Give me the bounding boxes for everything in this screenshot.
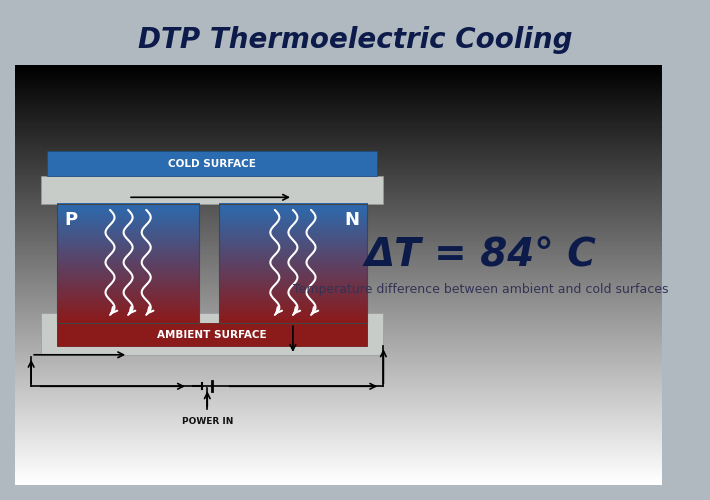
Text: POWER IN: POWER IN bbox=[182, 416, 233, 426]
Text: Temperature difference between ambient and cold surfaces: Temperature difference between ambient a… bbox=[293, 283, 668, 296]
Text: N: N bbox=[344, 211, 359, 229]
Text: COLD SURFACE: COLD SURFACE bbox=[168, 158, 256, 168]
Text: AMBIENT SURFACE: AMBIENT SURFACE bbox=[158, 330, 267, 340]
FancyBboxPatch shape bbox=[41, 176, 383, 204]
FancyBboxPatch shape bbox=[41, 313, 383, 355]
FancyBboxPatch shape bbox=[48, 151, 377, 176]
FancyBboxPatch shape bbox=[57, 324, 367, 346]
Text: DTP Thermoelectric Cooling: DTP Thermoelectric Cooling bbox=[138, 26, 572, 54]
Text: P: P bbox=[65, 211, 78, 229]
Bar bbox=[219, 204, 367, 324]
Bar bbox=[57, 204, 200, 324]
Text: ΔT = 84° C: ΔT = 84° C bbox=[364, 235, 596, 273]
